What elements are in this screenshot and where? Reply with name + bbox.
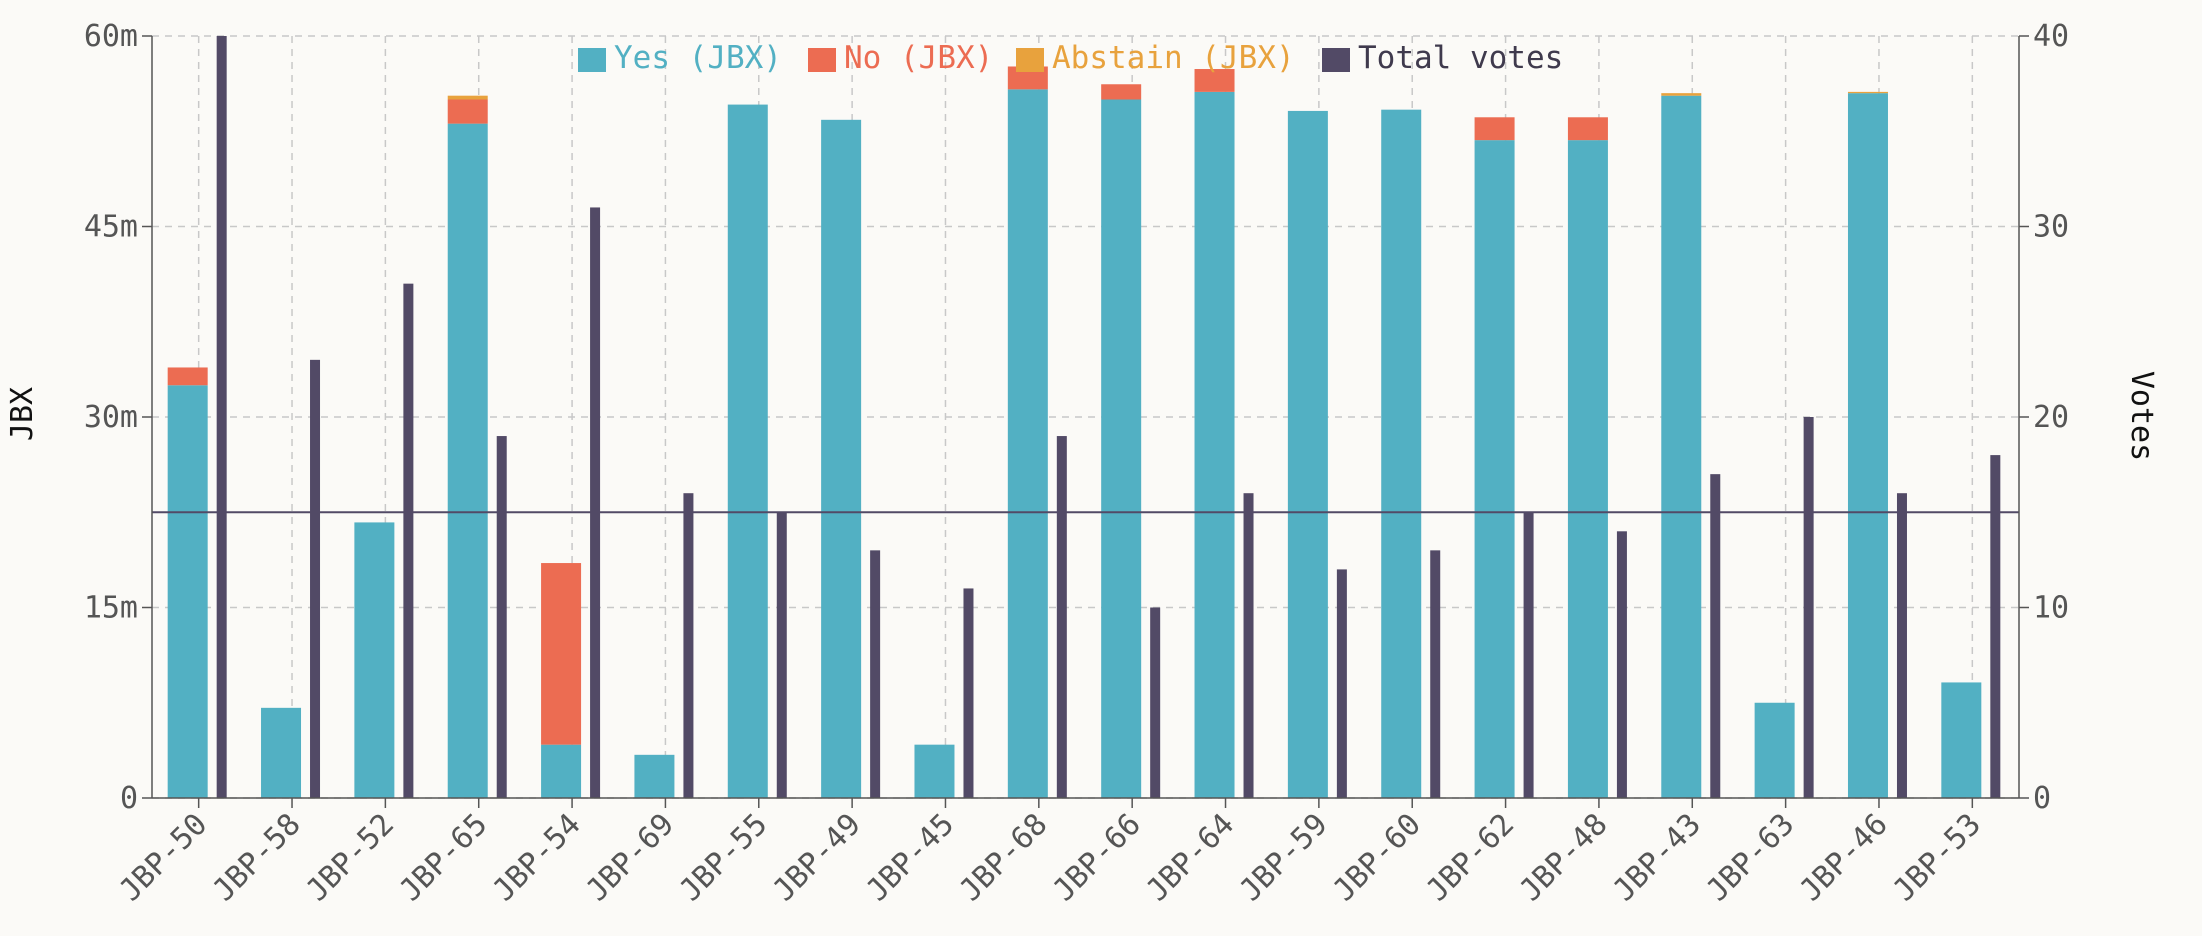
bar-yes-jbx-jbp-43 — [1661, 95, 1702, 798]
bar-total-votes-jbp-45 — [963, 588, 974, 798]
bar-total-votes-jbp-68 — [1056, 436, 1067, 798]
y-tick-label: 30m — [84, 400, 138, 435]
bar-yes-jbx-jbp-50 — [167, 385, 208, 798]
bar-yes-jbx-jbp-58 — [261, 707, 302, 798]
bar-yes-jbx-jbp-65 — [447, 123, 488, 798]
bar-yes-jbx-jbp-48 — [1567, 140, 1608, 798]
bar-total-votes-jbp-69 — [683, 493, 694, 798]
bar-no-jbx-jbp-50 — [167, 367, 208, 386]
bar-total-votes-jbp-58 — [310, 359, 321, 798]
bar-abstain-jbx-jbp-65 — [447, 95, 488, 100]
bar-yes-jbx-jbp-52 — [354, 522, 395, 798]
legend-label: Total votes — [1358, 40, 1563, 76]
bar-total-votes-jbp-54 — [590, 207, 601, 798]
y2-tick-label: 40 — [2033, 19, 2069, 54]
bar-yes-jbx-jbp-62 — [1474, 140, 1515, 798]
legend: Yes (JBX) No (JBX) Abstain (JBX) Total vote… — [578, 40, 1563, 76]
bar-no-jbx-jbp-68 — [1007, 66, 1048, 90]
bar-total-votes-jbp-43 — [1710, 474, 1721, 798]
bar-yes-jbx-jbp-49 — [821, 119, 862, 798]
bar-total-votes-jbp-49 — [870, 550, 881, 798]
bar-yes-jbx-jbp-63 — [1754, 702, 1795, 798]
bar-total-votes-jbp-62 — [1523, 512, 1534, 798]
bar-total-votes-jbp-64 — [1243, 493, 1254, 798]
bar-no-jbx-jbp-48 — [1567, 117, 1608, 141]
y2-axis-label: Votes — [2124, 371, 2159, 461]
y2-tick-label: 0 — [2033, 781, 2051, 816]
legend-swatch — [1016, 48, 1044, 72]
bar-total-votes-jbp-52 — [403, 283, 414, 798]
bar-yes-jbx-jbp-54 — [541, 744, 582, 798]
y-tick-label: 60m — [84, 19, 138, 54]
bar-yes-jbx-jbp-45 — [914, 744, 955, 798]
bar-yes-jbx-jbp-46 — [1847, 93, 1888, 798]
bar-abstain-jbx-jbp-46 — [1847, 91, 1888, 94]
bar-no-jbx-jbp-66 — [1101, 84, 1142, 100]
bar-total-votes-jbp-63 — [1803, 417, 1814, 798]
y2-tick-label: 20 — [2033, 400, 2069, 435]
legend-label: Abstain (JBX) — [1052, 40, 1295, 76]
bar-yes-jbx-jbp-53 — [1941, 682, 1982, 798]
bar-yes-jbx-jbp-66 — [1101, 99, 1142, 798]
bar-total-votes-jbp-59 — [1336, 569, 1347, 798]
bar-total-votes-jbp-66 — [1150, 607, 1161, 798]
bar-total-votes-jbp-46 — [1896, 493, 1907, 798]
bar-total-votes-jbp-65 — [496, 436, 507, 798]
y2-tick-label: 10 — [2033, 591, 2069, 626]
legend-label: Yes (JBX) — [614, 40, 782, 76]
legend-label: No (JBX) — [844, 40, 993, 76]
bar-yes-jbx-jbp-69 — [634, 754, 675, 798]
bar-abstain-jbx-jbp-43 — [1661, 93, 1702, 96]
bar-yes-jbx-jbp-60 — [1381, 109, 1422, 798]
legend-swatch — [808, 48, 836, 72]
bar-no-jbx-jbp-64 — [1194, 69, 1235, 92]
bar-no-jbx-jbp-65 — [447, 99, 488, 124]
bar-yes-jbx-jbp-55 — [727, 104, 768, 798]
legend-swatch — [578, 48, 606, 72]
legend-swatch — [1322, 48, 1350, 72]
bar-no-jbx-jbp-62 — [1474, 117, 1515, 141]
bar-total-votes-jbp-48 — [1616, 531, 1627, 798]
bar-yes-jbx-jbp-68 — [1007, 89, 1048, 799]
bar-yes-jbx-jbp-64 — [1194, 91, 1235, 798]
bar-total-votes-jbp-55 — [776, 512, 787, 798]
y-axis-label: JBX — [5, 387, 40, 441]
y-tick-label: 0 — [120, 781, 138, 816]
bar-layer — [167, 36, 2001, 799]
y2-tick-label: 30 — [2033, 210, 2069, 245]
y-tick-label: 45m — [84, 210, 138, 245]
bar-yes-jbx-jbp-59 — [1287, 110, 1328, 799]
bar-no-jbx-jbp-54 — [541, 563, 582, 745]
bar-total-votes-jbp-53 — [1990, 455, 2001, 798]
bar-total-votes-jbp-60 — [1430, 550, 1441, 798]
y-tick-label: 15m — [84, 591, 138, 626]
bar-total-votes-jbp-50 — [216, 36, 227, 798]
